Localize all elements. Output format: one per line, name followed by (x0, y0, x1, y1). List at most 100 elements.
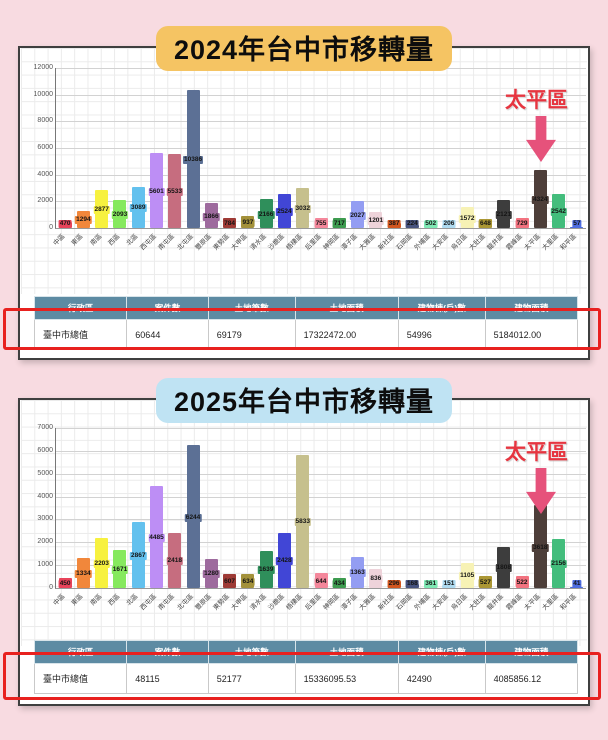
gridline (56, 428, 586, 429)
x-axis-label-北區: 北區 (125, 233, 140, 248)
x-axis-label-大里區: 大里區 (541, 593, 561, 612)
bar-value-label: 1201 (367, 217, 385, 225)
x-axis-label-后里區: 后里區 (303, 593, 323, 612)
x-axis-label-潭子區: 潭子區 (340, 593, 360, 612)
gridline (56, 496, 586, 498)
x-axis-label-南區: 南區 (89, 593, 104, 608)
bar-value-label: 4324 (532, 196, 549, 205)
bar-value-label: 2027 (349, 211, 366, 220)
bar-value-label: 151 (442, 580, 456, 588)
bar-value-label: 3089 (130, 204, 147, 213)
y-axis-tick: 4000 (37, 170, 53, 178)
gridline (56, 519, 586, 521)
bar-value-label: 1572 (458, 214, 476, 223)
x-axis-label-新社區: 新社區 (376, 233, 396, 252)
bar-value-label: 41 (572, 580, 582, 588)
x-axis-label-北區: 北區 (125, 593, 140, 608)
x-axis-label-中區: 中區 (52, 593, 67, 608)
y-axis-tick: 2000 (37, 197, 53, 205)
gridline (56, 450, 586, 452)
x-axis-label-西屯區: 西屯區 (139, 233, 159, 252)
bar-value-label: 2418 (166, 557, 184, 566)
x-axis-label-大甲區: 大甲區 (230, 593, 250, 612)
y-axis-tick: 12000 (33, 64, 53, 71)
bar-value-label: 522 (515, 579, 529, 588)
x-axis-label-大安區: 大安區 (431, 593, 451, 612)
bar-value-label: 1639 (257, 566, 275, 575)
x-axis-label-龍井區: 龍井區 (486, 593, 506, 612)
gridline (56, 148, 586, 149)
y-axis-tick: 5000 (37, 469, 53, 477)
bar-value-label: 2156 (550, 560, 567, 569)
x-axis-label-大里區: 大里區 (541, 233, 561, 252)
bar-value-label: 296 (387, 580, 401, 588)
gridline (56, 201, 586, 203)
bar-value-label: 168 (405, 580, 419, 588)
x-axis-label-神岡區: 神岡區 (322, 233, 341, 252)
table-cell: 4085856.12 (484, 663, 579, 694)
bar-value-label: 1363 (349, 569, 366, 578)
x-axis-label-東勢區: 東勢區 (212, 233, 232, 252)
x-axis-label-大肚區: 大肚區 (468, 593, 487, 612)
x-axis-label-大雅區: 大雅區 (358, 593, 378, 612)
y-axis-tick: 3000 (37, 515, 53, 523)
y-axis-tick: 1000 (37, 561, 53, 569)
x-axis-label-石岡區: 石岡區 (395, 233, 414, 252)
table-cell: 60644 (126, 319, 209, 350)
bar-chart-2024: 0 2000 4000 6000 8000 10000 12000 470 中區 1294 東區 28… (21, 48, 587, 294)
bar-value-label: 2093 (111, 211, 129, 220)
bar-value-label: 527 (479, 578, 492, 587)
bar-value-label: 470 (58, 220, 72, 228)
bar-value-label: 57 (572, 220, 582, 228)
x-axis-label-西區: 西區 (107, 233, 122, 248)
bar-value-label: 634 (241, 577, 255, 586)
x-axis-label-西屯區: 西屯區 (139, 593, 159, 612)
bar-value-label: 4485 (148, 533, 165, 542)
x-axis-label-霧峰區: 霧峰區 (504, 593, 524, 612)
x-axis-label-中區: 中區 (52, 233, 67, 248)
x-axis-label-外埔區: 外埔區 (413, 233, 433, 252)
bar-value-label: 1280 (203, 570, 220, 579)
table-cell: 臺中市總值 (33, 663, 128, 694)
bar-value-label: 648 (479, 220, 492, 228)
x-axis-label-清水區: 清水區 (248, 593, 268, 612)
x-axis-label-東區: 東區 (70, 593, 85, 608)
y-axis-tick: 0 (49, 224, 53, 231)
bar-value-label: 2166 (257, 210, 275, 219)
x-axis-label-梧棲區: 梧棲區 (285, 233, 305, 252)
gridline (56, 174, 586, 176)
table-cell: 52177 (207, 663, 296, 694)
table-cell: 15336095.53 (294, 663, 399, 694)
red-highlight-box-2025 (3, 652, 601, 700)
table-cell: 17322472.00 (294, 319, 399, 350)
x-axis-label-南屯區: 南屯區 (157, 593, 177, 612)
bar-value-label: 3618 (532, 543, 549, 552)
x-axis-label-東區: 東區 (70, 233, 85, 248)
bar-value-label: 937 (241, 218, 255, 227)
bar-value-label: 224 (405, 220, 419, 228)
bar-value-label: 206 (442, 220, 456, 228)
bar-value-label: 644 (314, 577, 328, 586)
table-cell: 5184012.00 (484, 319, 579, 350)
x-axis-label-大肚區: 大肚區 (468, 233, 487, 252)
bar-value-label: 784 (223, 219, 237, 228)
x-axis-label-沙鹿區: 沙鹿區 (267, 593, 286, 612)
gridline (56, 94, 586, 96)
plot-area-2024: 0 2000 4000 6000 8000 10000 12000 470 中區 1294 東區 28… (34, 64, 586, 252)
bar-value-label: 6244 (184, 513, 202, 522)
bar-value-label: 1294 (75, 216, 92, 225)
x-axis-label-清水區: 清水區 (248, 233, 268, 252)
x-axis-label-東勢區: 東勢區 (212, 593, 232, 612)
x-axis-label-太平區: 太平區 (523, 233, 542, 252)
x-axis-label-龍井區: 龍井區 (486, 233, 506, 252)
y-axis-tick: 8000 (37, 117, 53, 125)
x-axis-label-新社區: 新社區 (376, 593, 396, 612)
table-cell: 臺中市總值 (33, 319, 128, 350)
bar-value-label: 2121 (495, 210, 512, 219)
bar-value-label: 361 (424, 580, 438, 588)
bar-value-label: 10386 (183, 155, 204, 164)
y-axis-tick: 0 (49, 584, 53, 591)
bar-chart-2025: 0 1000 2000 3000 4000 5000 6000 7000 450 中區 1334 東區… (21, 400, 587, 646)
y-axis-tick: 7000 (37, 424, 53, 431)
table-cell: 48115 (126, 663, 209, 694)
